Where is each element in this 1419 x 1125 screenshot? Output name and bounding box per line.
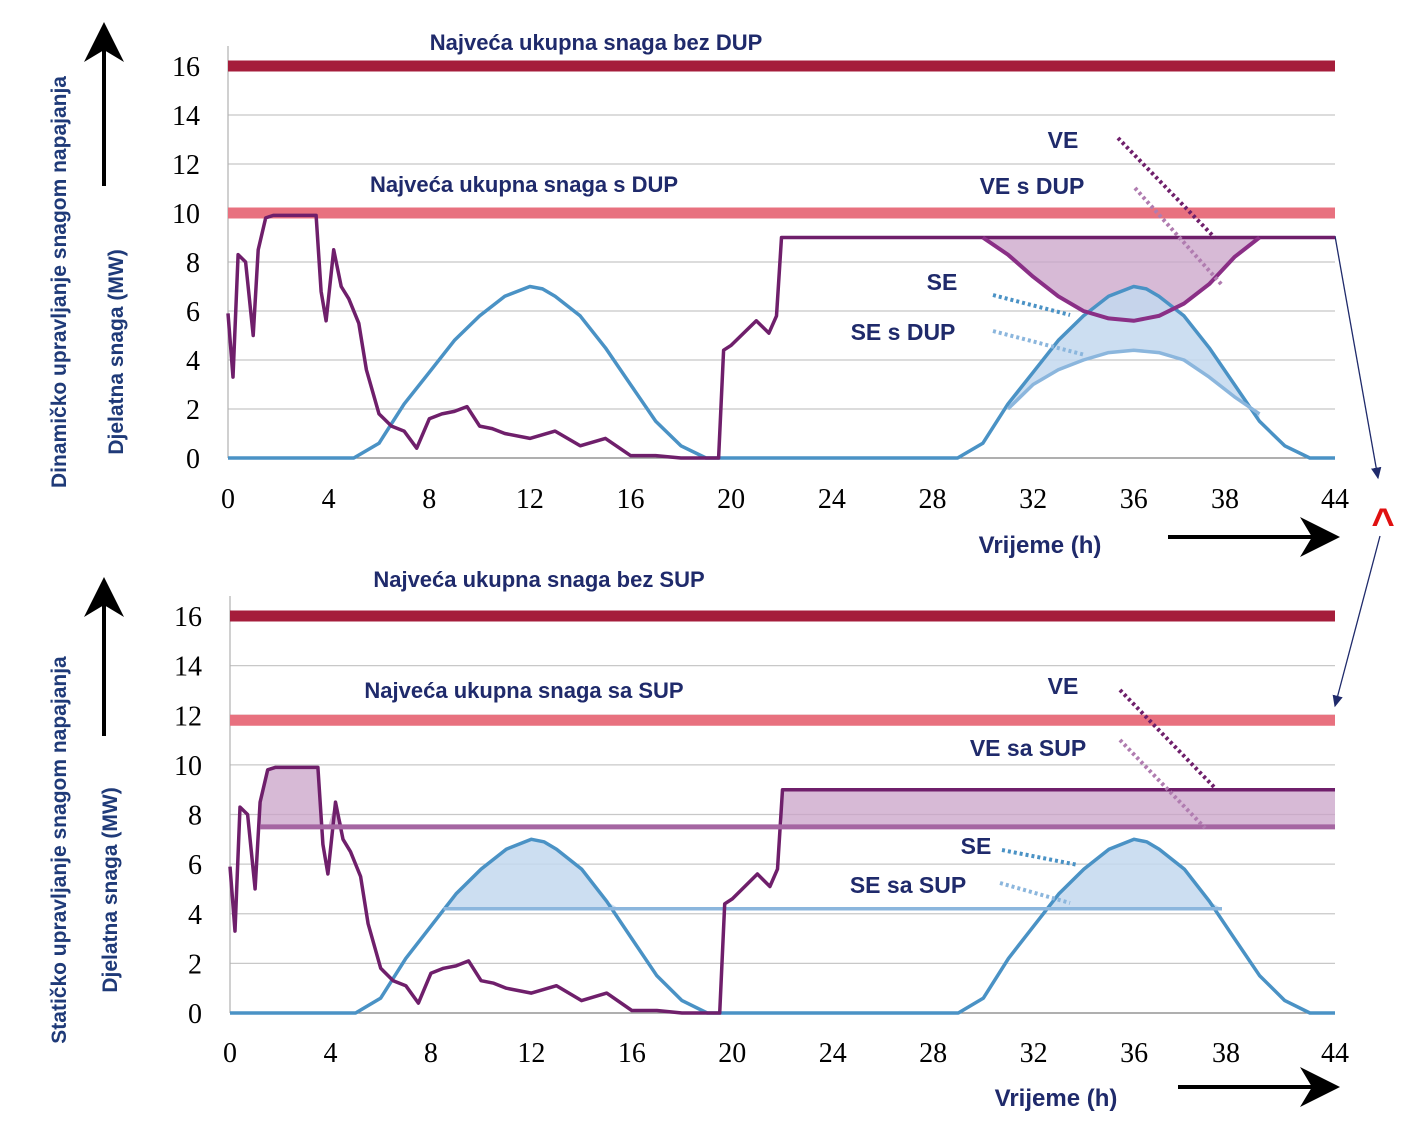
- connector-arrow-top: [1334, 235, 1382, 480]
- side-label-static: Statičko upravljanje snagom napajanja: [48, 656, 71, 1044]
- x-tick-label: 38: [1212, 1038, 1240, 1069]
- x-tick-label: 20: [717, 484, 745, 515]
- x-tick-label: 16: [617, 484, 645, 515]
- annotation-leader: [992, 293, 1071, 317]
- x-tick-label: 44: [1321, 484, 1349, 515]
- ylabel-bottom: Djelatna snaga (MW): [99, 787, 122, 992]
- x-tick-label: 0: [221, 484, 235, 515]
- y-tick-label: 10: [174, 751, 202, 782]
- xlabel-top: Vrijeme (h): [979, 532, 1102, 559]
- annotation-label: SE: [961, 833, 992, 859]
- se-curtailment-area: [1046, 839, 1222, 909]
- ve-curtailment-area: [260, 767, 361, 827]
- annotation-leader: [1133, 186, 1224, 287]
- annotation-leader: [1001, 848, 1079, 867]
- y-tick-label: 16: [172, 52, 200, 83]
- x-tick-label: 16: [618, 1038, 646, 1069]
- x-tick-label: 32: [1019, 484, 1047, 515]
- x-tick-label: 8: [424, 1038, 438, 1069]
- y-tick-label: 14: [174, 652, 202, 683]
- y-tick-label: 0: [188, 999, 202, 1030]
- series-line-se-with: [1006, 348, 1261, 416]
- y-tick-label: 16: [174, 602, 202, 633]
- x-tick-label: 44: [1321, 1038, 1349, 1069]
- connector-arrow-bottom: [1332, 535, 1381, 708]
- label-max-without: Najveća ukupna snaga bez SUP: [373, 567, 704, 592]
- x-tick-label: 28: [919, 1038, 947, 1069]
- red-marker: ^: [1371, 501, 1394, 545]
- y-tick-label: 12: [174, 701, 202, 732]
- annotation-leader: [1118, 738, 1207, 830]
- x-tick-label: 20: [718, 1038, 746, 1069]
- ylabel-top: Djelatna snaga (MW): [105, 249, 128, 454]
- x-tick-label: 8: [422, 484, 436, 515]
- x-tick-label: 4: [323, 1038, 337, 1069]
- x-tick-label: 12: [516, 484, 544, 515]
- y-tick-label: 10: [172, 199, 200, 230]
- se-curtailment-area: [443, 839, 620, 909]
- x-tick-label: 0: [223, 1038, 237, 1069]
- y-tick-label: 2: [186, 395, 200, 426]
- y-tick-label: 2: [188, 949, 202, 980]
- y-tick-label: 0: [186, 444, 200, 475]
- x-tick-label: 36: [1120, 484, 1148, 515]
- series-line-ve: [228, 765, 1335, 1015]
- label-max-without: Najveća ukupna snaga bez DUP: [430, 30, 763, 55]
- y-tick-label: 12: [172, 150, 200, 181]
- y-tick-label: 8: [188, 801, 202, 832]
- x-tick-label: 28: [918, 484, 946, 515]
- series-line-ve: [226, 213, 1335, 460]
- x-tick-label: 4: [322, 484, 336, 515]
- ve-curtailment-area: [782, 789, 1335, 827]
- y-tick-label: 8: [186, 248, 200, 279]
- ve-curtailment-area: [982, 237, 1260, 321]
- y-tick-label: 6: [188, 850, 202, 881]
- y-tick-label: 14: [172, 101, 200, 132]
- series-line-ve-with: [981, 235, 1261, 323]
- annotation-label: SE sa SUP: [850, 872, 966, 898]
- annotation-label: VE sa SUP: [970, 735, 1086, 761]
- annotation-label: VE: [1048, 127, 1079, 153]
- y-tick-label: 4: [186, 346, 200, 377]
- xlabel-bottom: Vrijeme (h): [995, 1085, 1118, 1112]
- annotation-label: SE: [927, 269, 958, 295]
- label-max-with: Najveća ukupna snaga s DUP: [370, 172, 678, 197]
- y-tick-label: 6: [186, 297, 200, 328]
- x-tick-label: 24: [819, 1038, 847, 1069]
- y-tick-label: 4: [188, 900, 202, 931]
- x-tick-label: 38: [1211, 484, 1239, 515]
- x-tick-label: 36: [1120, 1038, 1148, 1069]
- label-max-with: Najveća ukupna snaga sa SUP: [364, 678, 683, 703]
- annotation-leader: [992, 329, 1086, 357]
- annotation-leader: [999, 881, 1071, 905]
- x-tick-label: 12: [517, 1038, 545, 1069]
- se-curtailment-area: [1007, 286, 1260, 422]
- annotation-leader: [1118, 688, 1217, 790]
- annotation-label: VE s DUP: [980, 173, 1085, 199]
- annotation-label: VE: [1048, 673, 1079, 699]
- side-label-dynamic: Dinamičko upravljanje snagom napajanja: [48, 76, 71, 488]
- x-tick-label: 24: [818, 484, 846, 515]
- annotation-leader: [1116, 136, 1217, 240]
- annotation-label: SE s DUP: [851, 319, 956, 345]
- x-tick-label: 32: [1020, 1038, 1048, 1069]
